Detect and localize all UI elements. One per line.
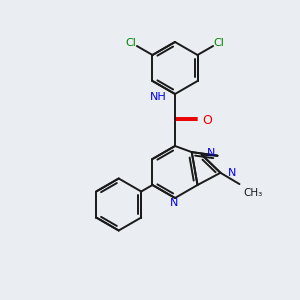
Text: O: O (202, 113, 212, 127)
Text: N: N (207, 148, 215, 158)
Text: N: N (170, 198, 178, 208)
Text: CH₃: CH₃ (244, 188, 263, 198)
Text: NH: NH (150, 92, 167, 102)
Text: Cl: Cl (125, 38, 136, 47)
Text: N: N (227, 168, 236, 178)
Text: Cl: Cl (214, 38, 225, 47)
